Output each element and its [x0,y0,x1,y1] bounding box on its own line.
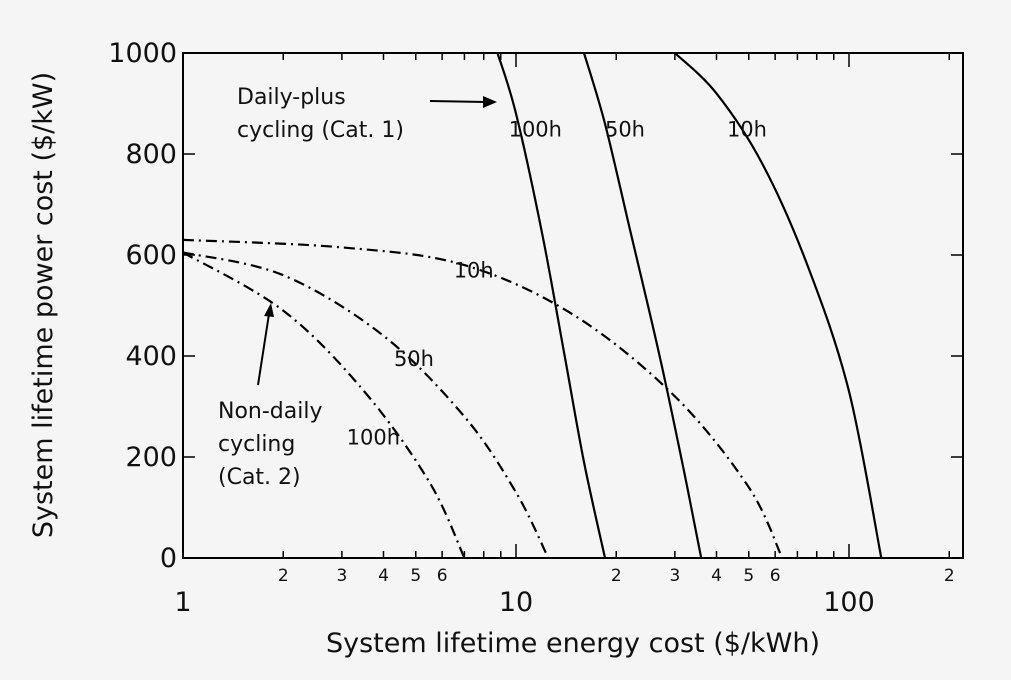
x-major-label-10: 10 [499,587,533,618]
curve-cat2-50h [182,251,550,559]
annotation-cat2-arrow [257,303,274,386]
curve-label-cat2-100h: 100h [347,425,400,449]
curve-cat1-50h [582,52,703,559]
y-tick-label-600: 600 [125,240,177,271]
x-axis-title: System lifetime energy cost ($/kWh) [326,628,820,659]
annotation-cat2-line1: Non-daily [218,399,323,424]
curve-cat2-100h [182,251,466,559]
x-minor-label-30: 3 [669,566,680,586]
plot-frame [182,52,964,559]
curves [182,52,883,559]
x-minor-label-5: 5 [410,566,421,586]
annotation-cat2-line2: cycling [218,432,295,457]
x-major-label-1: 1 [174,587,191,618]
x-minor-label-40: 4 [711,566,722,586]
curve-label-cat1-50h: 50h [605,117,645,141]
y-axis-title: System lifetime power cost ($/kW) [28,72,59,538]
y-tick-label-1000: 1000 [108,38,177,69]
y-tick-label-0: 0 [160,543,177,574]
curve-cat1-10h [674,52,883,559]
curve-label-cat1-100h: 100h [509,117,562,141]
x-minor-label-3: 3 [336,566,347,586]
annotation-cat2-line3: (Cat. 2) [218,465,301,490]
annotation-cat1-line2: cycling (Cat. 1) [237,118,404,143]
annotation-cat1-arrow [429,96,497,108]
x-minor-label-4: 4 [378,566,389,586]
x-major-label-100: 100 [823,587,875,618]
y-tick-label-800: 800 [125,139,177,170]
x-minor-label-2: 2 [278,566,289,586]
x-minor-label-50: 5 [743,566,754,586]
curve-cat2-10h [182,238,784,559]
y-tick-label-400: 400 [125,341,177,372]
y-tick-label-200: 200 [125,442,177,473]
curve-cat1-100h [496,52,607,559]
annotation-cat1-line1: Daily-plus [237,85,346,110]
x-minor-label-20: 2 [611,566,622,586]
curve-label-cat2-10h: 10h [454,259,494,283]
curve-label-cat1-10h: 10h [727,117,767,141]
curve-label-cat2-50h: 50h [394,347,434,371]
x-minor-label-60: 6 [770,566,781,586]
curve-labels: 100h 50h 10h 10h 50h 100h [347,117,767,449]
x-minor-label-6: 6 [437,566,448,586]
x-minor-label-200: 2 [944,566,955,586]
